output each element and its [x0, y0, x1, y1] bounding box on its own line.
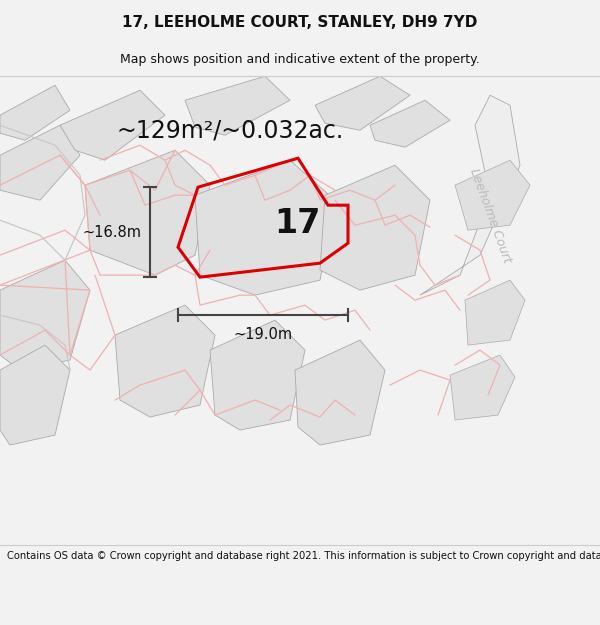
Text: 17, LEEHOLME COURT, STANLEY, DH9 7YD: 17, LEEHOLME COURT, STANLEY, DH9 7YD: [122, 16, 478, 31]
Text: ~129m²/~0.032ac.: ~129m²/~0.032ac.: [116, 118, 344, 142]
Text: ~19.0m: ~19.0m: [233, 327, 293, 342]
Polygon shape: [0, 125, 80, 200]
Polygon shape: [370, 100, 450, 148]
Polygon shape: [420, 95, 520, 295]
Polygon shape: [185, 76, 290, 135]
Polygon shape: [0, 85, 70, 140]
Text: Leeholme Court: Leeholme Court: [467, 166, 513, 264]
Polygon shape: [60, 90, 165, 160]
Polygon shape: [195, 160, 335, 295]
Polygon shape: [210, 320, 305, 430]
Polygon shape: [295, 340, 385, 445]
Polygon shape: [465, 280, 525, 345]
Polygon shape: [320, 165, 430, 290]
Polygon shape: [115, 305, 215, 417]
Polygon shape: [450, 355, 515, 420]
Text: ~16.8m: ~16.8m: [83, 224, 142, 239]
Text: Contains OS data © Crown copyright and database right 2021. This information is : Contains OS data © Crown copyright and d…: [7, 551, 600, 561]
Polygon shape: [85, 150, 210, 275]
Text: Map shows position and indicative extent of the property.: Map shows position and indicative extent…: [120, 53, 480, 66]
Polygon shape: [315, 76, 410, 130]
Text: 17: 17: [274, 207, 320, 240]
Polygon shape: [0, 345, 70, 445]
Polygon shape: [0, 260, 90, 370]
Polygon shape: [455, 160, 530, 230]
